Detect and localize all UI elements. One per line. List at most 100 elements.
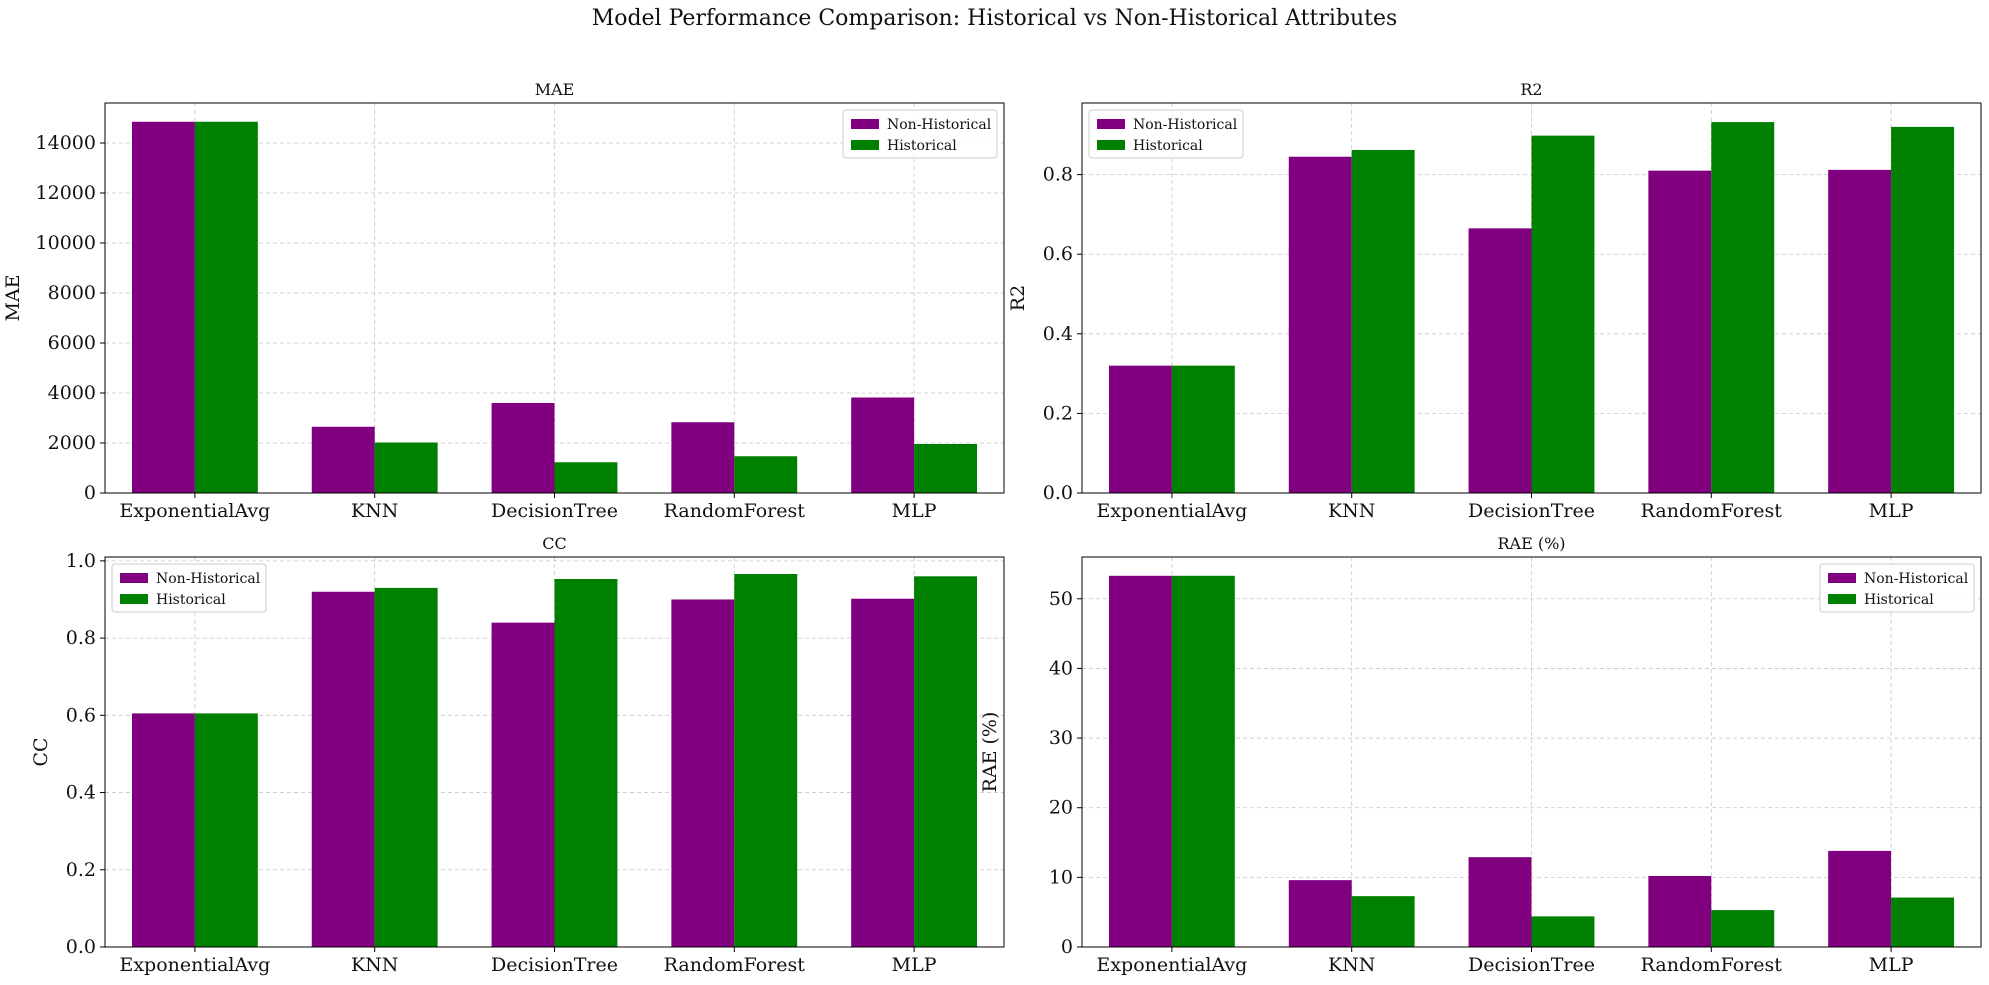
legend-swatch-historical xyxy=(120,594,148,604)
x-tick-label: MLP xyxy=(1869,954,1914,976)
x-tick-label: ExponentialAvg xyxy=(1096,954,1247,976)
y-tick-label: 0.0 xyxy=(1043,482,1073,504)
y-tick-label: 40 xyxy=(1049,657,1073,679)
bar-non-historical xyxy=(491,403,555,493)
x-tick-label: KNN xyxy=(351,500,398,522)
bar-historical xyxy=(914,444,978,493)
subplot-2: ExponentialAvg KNN DecisionTree RandomFores… xyxy=(1007,80,1982,522)
x-tick-label: KNN xyxy=(1328,954,1375,976)
x-tick-label: DecisionTree xyxy=(1468,954,1595,976)
bar-non-historical xyxy=(1828,169,1892,493)
bar-non-historical xyxy=(1648,875,1712,947)
legend-label: Non-Historical xyxy=(1133,117,1238,133)
legend-swatch-historical xyxy=(1097,140,1125,150)
x-tick-label: DecisionTree xyxy=(491,500,618,522)
bar-non-historical xyxy=(131,713,195,947)
bar-historical xyxy=(1891,897,1955,947)
bar-non-historical xyxy=(1828,850,1892,947)
legend-label: Non-Historical xyxy=(156,571,261,587)
bar-historical xyxy=(734,456,798,493)
subplot-1: ExponentialAvg KNN DecisionTree RandomFores… xyxy=(2,80,1005,522)
legend-label: Historical xyxy=(1864,592,1934,608)
legend-box xyxy=(842,109,998,159)
y-tick-label: 0.8 xyxy=(66,627,96,649)
y-tick-label: 8000 xyxy=(48,282,96,304)
legend-box xyxy=(1819,563,1975,613)
x-tick-label: MLP xyxy=(1869,500,1914,522)
legend-swatch-historical xyxy=(851,140,879,150)
legend-box xyxy=(111,563,267,613)
x-tick-label: DecisionTree xyxy=(1468,500,1595,522)
bar-historical xyxy=(194,121,258,493)
subplot-4: ExponentialAvg KNN DecisionTree RandomFores… xyxy=(979,534,1982,976)
x-tick-label: DecisionTree xyxy=(491,954,618,976)
legend-label: Non-Historical xyxy=(887,117,992,133)
subplot-title: R2 xyxy=(1520,80,1542,99)
subplot-3: ExponentialAvg KNN DecisionTree RandomFores… xyxy=(30,534,1005,976)
bar-non-historical xyxy=(1108,365,1172,493)
legend-label: Historical xyxy=(1133,138,1203,154)
y-tick-label: 0 xyxy=(1061,936,1073,958)
bar-non-historical xyxy=(131,121,195,493)
bar-historical xyxy=(1711,122,1775,493)
legend: Non-Historical Historical xyxy=(111,563,267,613)
figure-title: Model Performance Comparison: Historical… xyxy=(591,6,1398,31)
bar-non-historical xyxy=(1108,575,1172,947)
x-tick-label: RandomForest xyxy=(664,500,806,522)
y-tick-label: 50 xyxy=(1049,588,1073,610)
bar-non-historical xyxy=(851,598,915,947)
legend-swatch-non-historical xyxy=(1828,573,1856,583)
bar-historical xyxy=(1891,126,1955,493)
bar-historical xyxy=(374,442,438,493)
x-tick-label: RandomForest xyxy=(1641,954,1783,976)
legend-swatch-non-historical xyxy=(851,119,879,129)
y-tick-label: 1.0 xyxy=(66,550,96,572)
x-tick-label: KNN xyxy=(1328,500,1375,522)
legend: Non-Historical Historical xyxy=(842,109,998,159)
bar-historical xyxy=(554,579,618,947)
y-tick-label: 0.6 xyxy=(66,704,96,726)
bar-historical xyxy=(1171,575,1235,947)
x-tick-label: MLP xyxy=(892,954,937,976)
bar-historical xyxy=(194,713,258,947)
y-tick-label: 0.2 xyxy=(1043,402,1073,424)
y-tick-label: 12000 xyxy=(36,182,96,204)
bar-historical xyxy=(1171,365,1235,493)
y-tick-label: 4000 xyxy=(48,382,96,404)
bar-historical xyxy=(734,573,798,947)
y-tick-label: 10 xyxy=(1049,866,1073,888)
legend-label: Historical xyxy=(887,138,957,154)
bar-non-historical xyxy=(851,397,915,493)
legend: Non-Historical Historical xyxy=(1819,563,1975,613)
subplot-title: RAE (%) xyxy=(1497,534,1565,553)
legend-label: Non-Historical xyxy=(1864,571,1969,587)
y-tick-label: 0 xyxy=(84,482,96,504)
y-tick-label: 10000 xyxy=(36,232,96,254)
y-tick-label: 0.6 xyxy=(1043,243,1073,265)
y-tick-label: 0.2 xyxy=(66,859,96,881)
subplot-title: CC xyxy=(542,534,566,553)
legend-swatch-non-historical xyxy=(120,573,148,583)
bar-non-historical xyxy=(671,422,735,493)
bar-historical xyxy=(554,462,618,493)
y-tick-label: 30 xyxy=(1049,727,1073,749)
x-tick-label: ExponentialAvg xyxy=(1096,500,1247,522)
y-axis-label: CC xyxy=(30,737,52,766)
bar-non-historical xyxy=(671,599,735,947)
bar-historical xyxy=(1711,910,1775,947)
subplot-title: MAE xyxy=(535,80,575,99)
legend: Non-Historical Historical xyxy=(1088,109,1244,159)
bar-non-historical xyxy=(1288,156,1352,493)
y-tick-label: 6000 xyxy=(48,332,96,354)
bar-non-historical xyxy=(491,622,555,947)
y-axis-label: MAE xyxy=(2,274,24,321)
bar-historical xyxy=(1351,896,1415,947)
y-axis-label: R2 xyxy=(1007,285,1029,311)
y-tick-label: 14000 xyxy=(36,132,96,154)
bar-historical xyxy=(1531,135,1595,493)
x-tick-label: MLP xyxy=(892,500,937,522)
legend-swatch-non-historical xyxy=(1097,119,1125,129)
legend-label: Historical xyxy=(156,592,226,608)
y-tick-label: 2000 xyxy=(48,432,96,454)
